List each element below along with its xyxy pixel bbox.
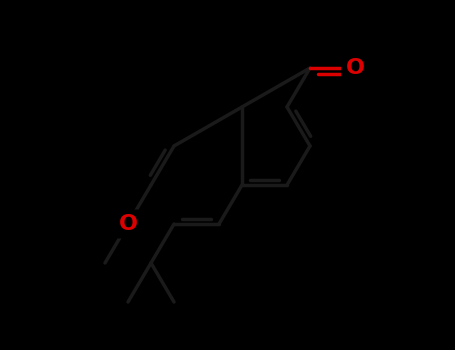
Text: O: O: [118, 214, 137, 234]
Text: O: O: [345, 58, 364, 78]
